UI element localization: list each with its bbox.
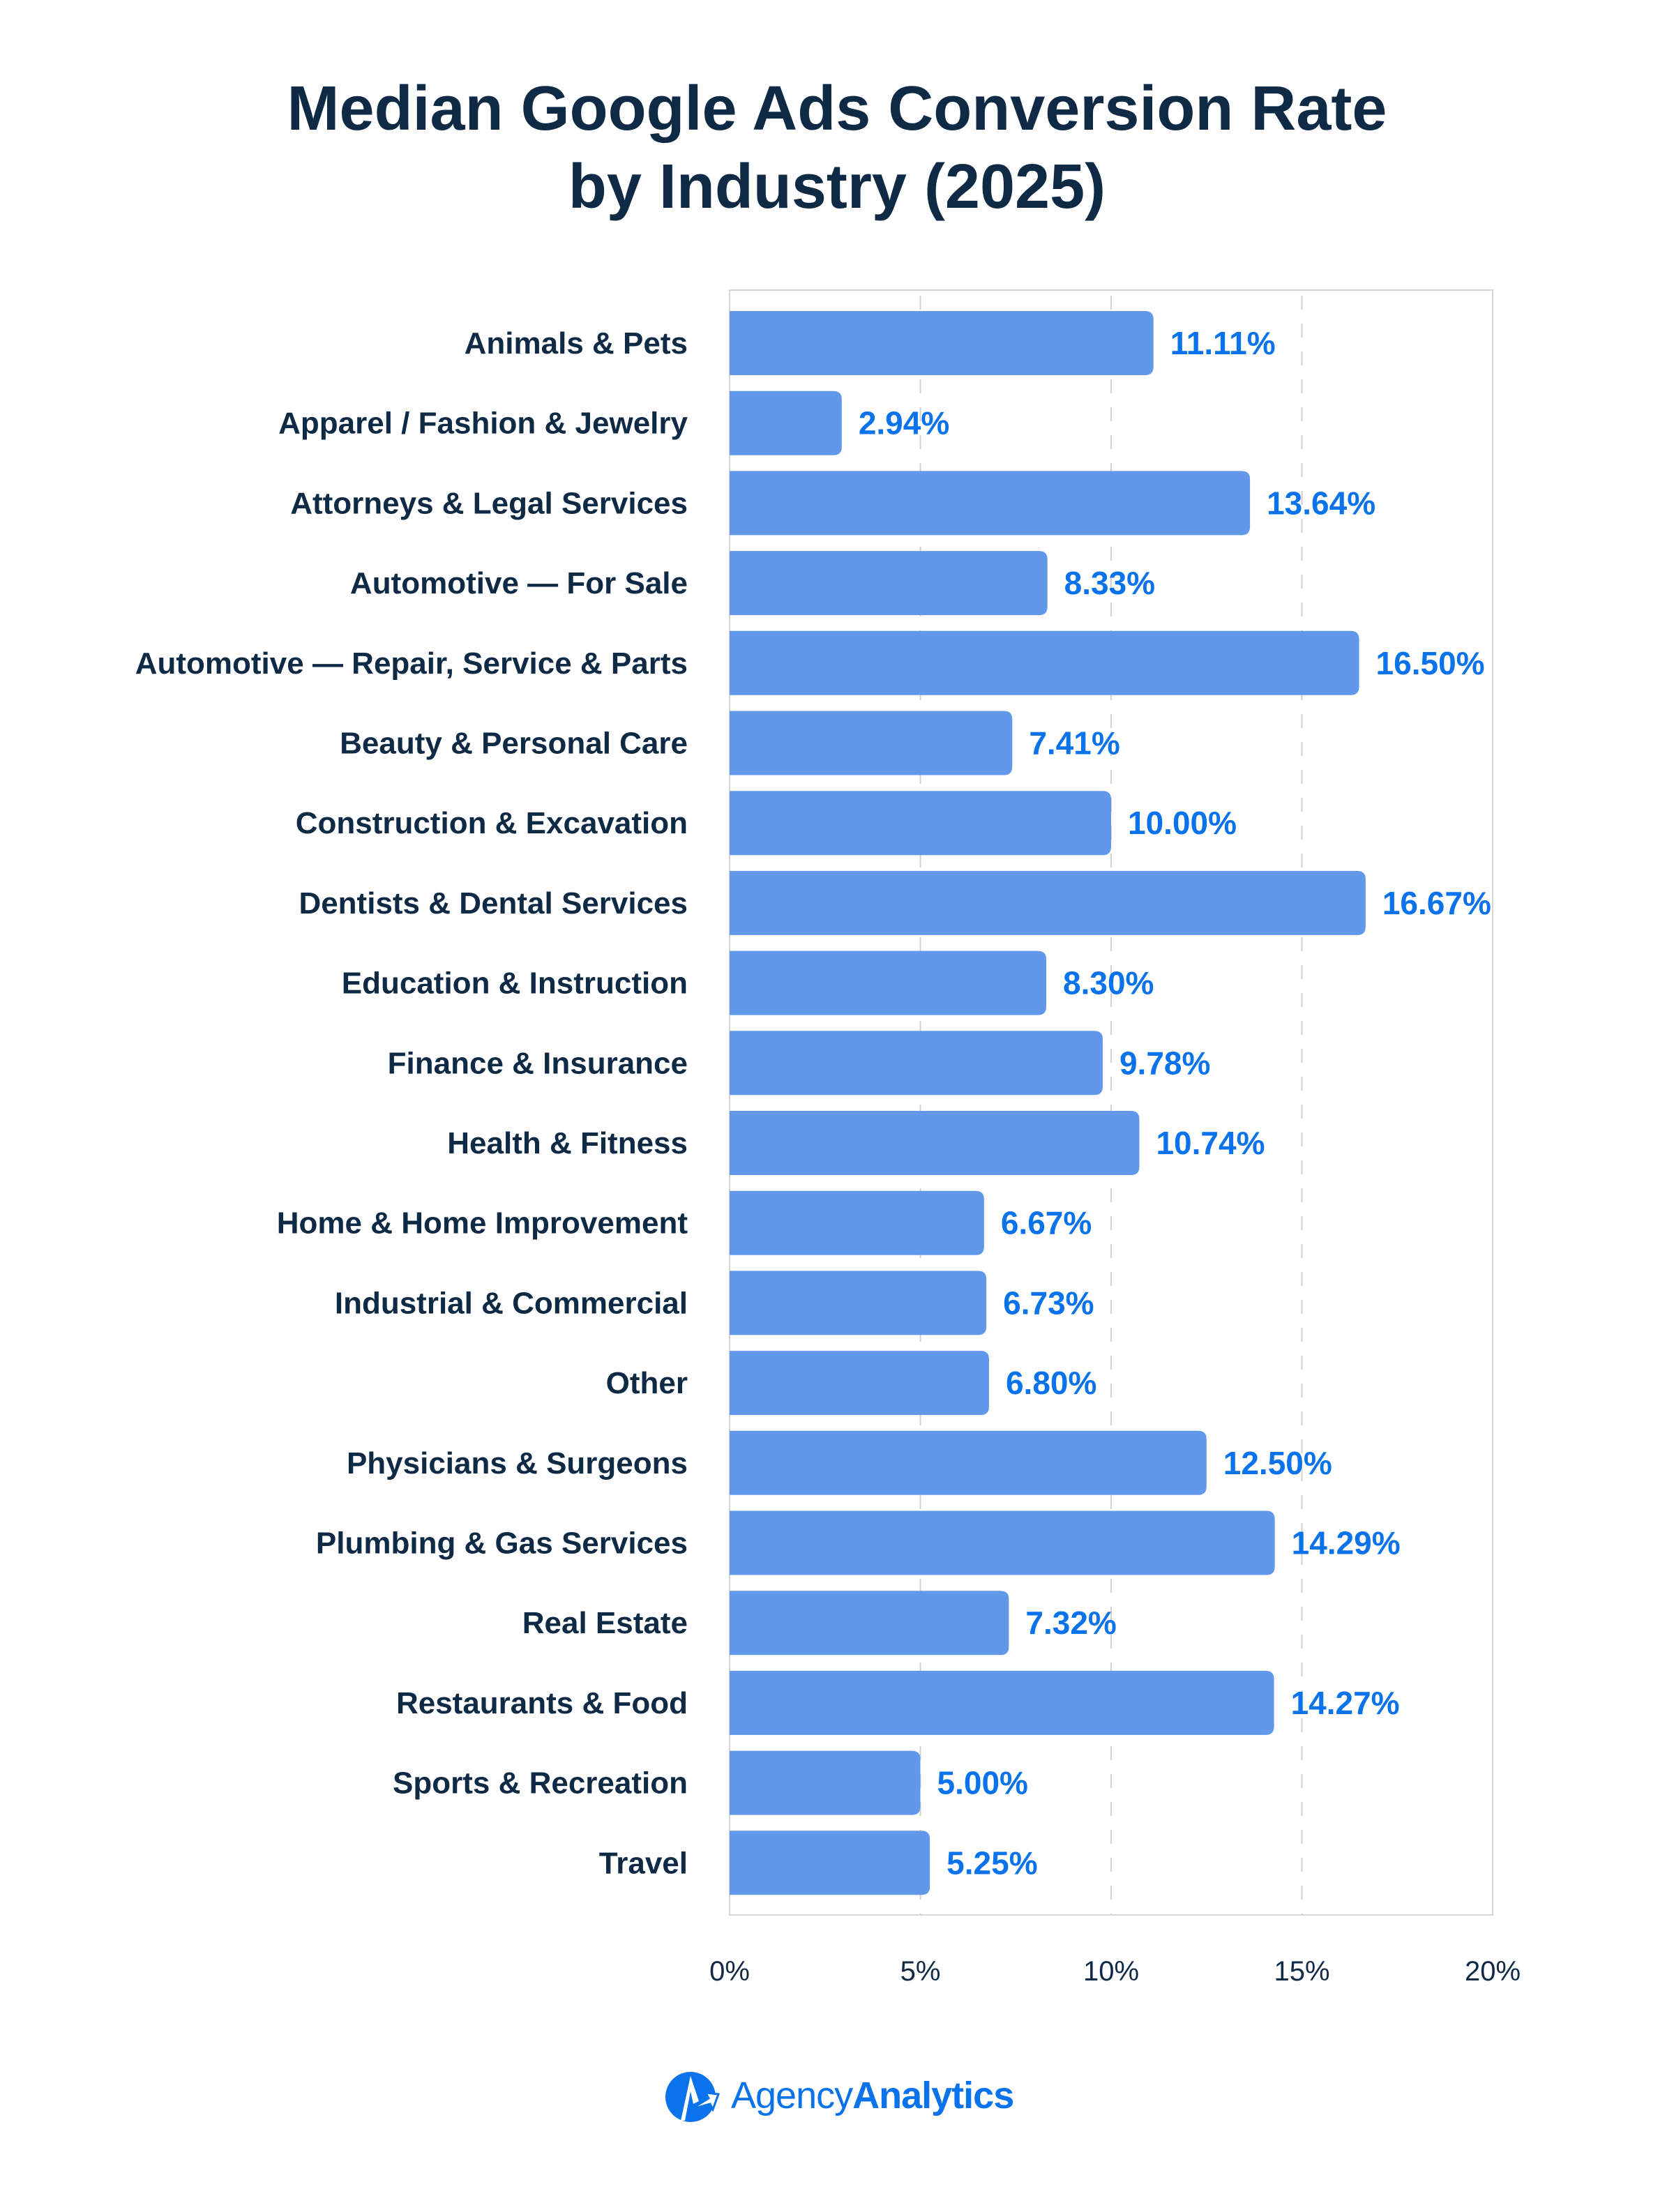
x-tick-label: 10% — [1083, 1956, 1139, 1987]
category-label: Attorneys & Legal Services — [290, 486, 688, 520]
data-label: 8.33% — [1064, 565, 1155, 601]
bar — [730, 711, 1013, 775]
bar — [730, 391, 842, 455]
data-label: 12.50% — [1223, 1445, 1332, 1481]
bar — [730, 1591, 1009, 1656]
agency-analytics-logo-icon — [665, 2072, 721, 2122]
bar — [730, 1430, 1207, 1495]
bar-chart: 0% 5% 10% 15% 20% Animals & Pets 11.11% Apparel… — [135, 289, 1521, 1987]
data-label: 14.29% — [1292, 1525, 1401, 1561]
data-label: 5.25% — [947, 1844, 1037, 1881]
category-label: Apparel / Fashion & Jewelry — [278, 407, 688, 441]
category-label: Automotive — Repair, Service & Parts — [135, 646, 688, 681]
category-label: Finance & Insurance — [388, 1046, 688, 1080]
bar — [730, 551, 1048, 616]
data-label: 16.50% — [1376, 645, 1485, 681]
data-label: 2.94% — [859, 405, 949, 441]
data-label: 6.73% — [1003, 1285, 1094, 1321]
data-label: 7.32% — [1025, 1605, 1116, 1641]
data-label: 10.00% — [1128, 805, 1237, 841]
data-label: 10.74% — [1156, 1125, 1265, 1161]
bar — [730, 1190, 984, 1255]
title-line-2: by Industry (2025) — [568, 152, 1106, 222]
bar — [730, 630, 1359, 695]
category-label: Plumbing & Gas Services — [316, 1527, 688, 1561]
chart-title: Median Google Ads Conversion Rate by Ind… — [0, 70, 1674, 226]
bar — [730, 1670, 1274, 1735]
category-label: Industrial & Commercial — [335, 1286, 688, 1320]
category-label: Other — [606, 1366, 688, 1400]
category-label: Education & Instruction — [342, 967, 688, 1001]
x-tick-label: 20% — [1465, 1956, 1521, 1987]
data-label: 5.00% — [937, 1765, 1028, 1801]
x-tick-label: 0% — [709, 1956, 750, 1987]
category-label: Travel — [599, 1846, 688, 1880]
bar — [730, 1510, 1275, 1575]
data-label: 6.80% — [1006, 1365, 1096, 1401]
data-label: 11.11% — [1170, 325, 1276, 361]
x-tick-label: 15% — [1274, 1956, 1329, 1987]
category-label: Automotive — For Sale — [350, 566, 688, 600]
bar — [730, 1351, 989, 1416]
bar — [730, 311, 1154, 375]
data-label: 13.64% — [1267, 485, 1375, 521]
bar — [730, 1031, 1103, 1096]
bar — [730, 1111, 1140, 1175]
category-label: Home & Home Improvement — [277, 1206, 688, 1241]
bar — [730, 1271, 987, 1335]
brand-logo: AgencyAnalytics — [663, 2064, 1014, 2127]
category-label: Real Estate — [522, 1606, 688, 1640]
category-label: Physicians & Surgeons — [347, 1446, 688, 1480]
x-tick-label: 5% — [900, 1956, 941, 1987]
brand-name-part2: Analytics — [852, 2075, 1014, 2116]
category-label: Animals & Pets — [465, 326, 688, 361]
bar — [730, 950, 1047, 1015]
data-label: 8.30% — [1063, 965, 1154, 1001]
title-line-1: Median Google Ads Conversion Rate — [287, 74, 1387, 144]
category-label: Health & Fitness — [447, 1126, 688, 1160]
data-label: 7.41% — [1029, 725, 1119, 762]
category-label: Dentists & Dental Services — [299, 886, 688, 921]
category-label: Restaurants & Food — [396, 1686, 688, 1720]
data-label: 14.27% — [1291, 1685, 1400, 1721]
data-label: 9.78% — [1119, 1045, 1210, 1081]
bar — [730, 471, 1251, 536]
data-label: 16.67% — [1382, 885, 1491, 921]
bar — [730, 1750, 921, 1815]
bar — [730, 870, 1366, 935]
bar — [730, 1831, 930, 1895]
data-label: 6.67% — [1001, 1205, 1092, 1241]
bar — [730, 791, 1111, 856]
category-label: Sports & Recreation — [393, 1766, 688, 1801]
category-label: Construction & Excavation — [296, 806, 688, 840]
brand-name-part1: Agency — [731, 2075, 853, 2116]
category-label: Beauty & Personal Care — [340, 727, 688, 761]
